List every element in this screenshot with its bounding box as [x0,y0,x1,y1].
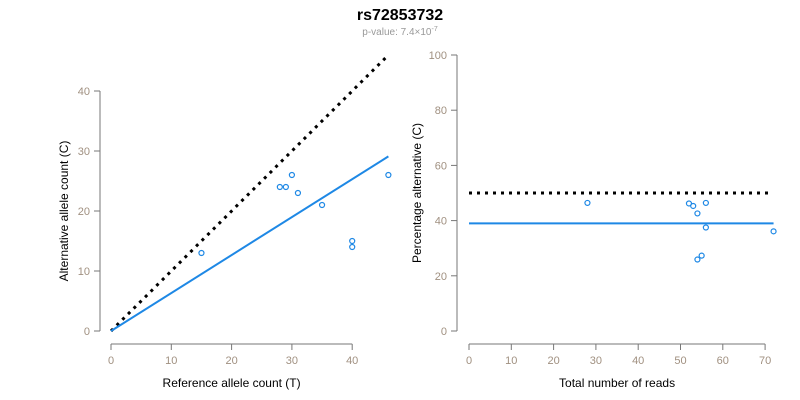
data-point [294,189,302,197]
chart-subtitle: p-value: 7.4×10-7 [362,26,438,38]
x-tick-label: 10 [165,355,177,367]
y-tick-label: 40 [435,216,447,228]
reference-line [109,53,390,333]
data-point [694,210,701,217]
y-tick-label: 40 [78,86,90,98]
data-point [690,202,697,210]
x-tick-label: 0 [108,355,114,367]
pvalue-text: p-value: 7.4×10 [362,27,432,38]
x-tick-label: 50 [674,355,686,367]
data-point [198,249,205,257]
y-tick-label: 80 [435,105,447,117]
data-point [584,199,591,207]
x-tick-label: 30 [286,355,298,367]
x-tick-label: 30 [590,355,602,367]
x-tick-label: 20 [547,355,559,367]
y-tick-label: 0 [441,326,447,338]
x-axis-label: Total number of reads [559,376,675,390]
data-point [702,199,709,207]
y-tick-label: 30 [78,146,90,158]
data-point [770,228,777,235]
y-tick-label: 20 [78,206,90,218]
percentage-plot: 0 20 40 60 80 100 0 10 20 30 40 50 60 70 Total number … [410,50,777,390]
data-point [694,256,701,263]
data-point [385,171,392,179]
x-tick-label: 40 [632,355,644,367]
y-tick-label: 10 [78,266,90,278]
y-tick-label: 20 [435,271,447,283]
data-point [282,183,289,191]
data-point [318,201,326,209]
y-tick-label: 100 [429,50,447,62]
data-point [349,243,356,251]
allele-count-plot: 0 10 20 30 40 0 10 20 30 40 Reference allele count… [57,53,392,390]
chart-title: rs72853732 [357,7,443,24]
data-point [276,183,283,191]
data-point [288,171,295,179]
x-tick-label: 0 [466,355,472,367]
data-point [698,252,705,259]
pvalue-exponent: -7 [431,26,437,33]
x-tick-label: 20 [225,355,237,367]
x-tick-label: 10 [505,355,517,367]
x-tick-label: 60 [717,355,729,367]
data-point [702,224,709,231]
x-tick-label: 40 [346,355,358,367]
y-axis-label: Alternative allele count (C) [57,141,71,282]
y-tick-label: 0 [84,326,90,338]
data-point [349,237,356,245]
y-axis-label: Percentage alternative (C) [410,123,424,263]
x-axis-label: Reference allele count (T) [163,376,301,390]
x-tick-label: 70 [759,355,771,367]
y-tick-label: 60 [435,160,447,172]
fit-line [110,155,389,332]
